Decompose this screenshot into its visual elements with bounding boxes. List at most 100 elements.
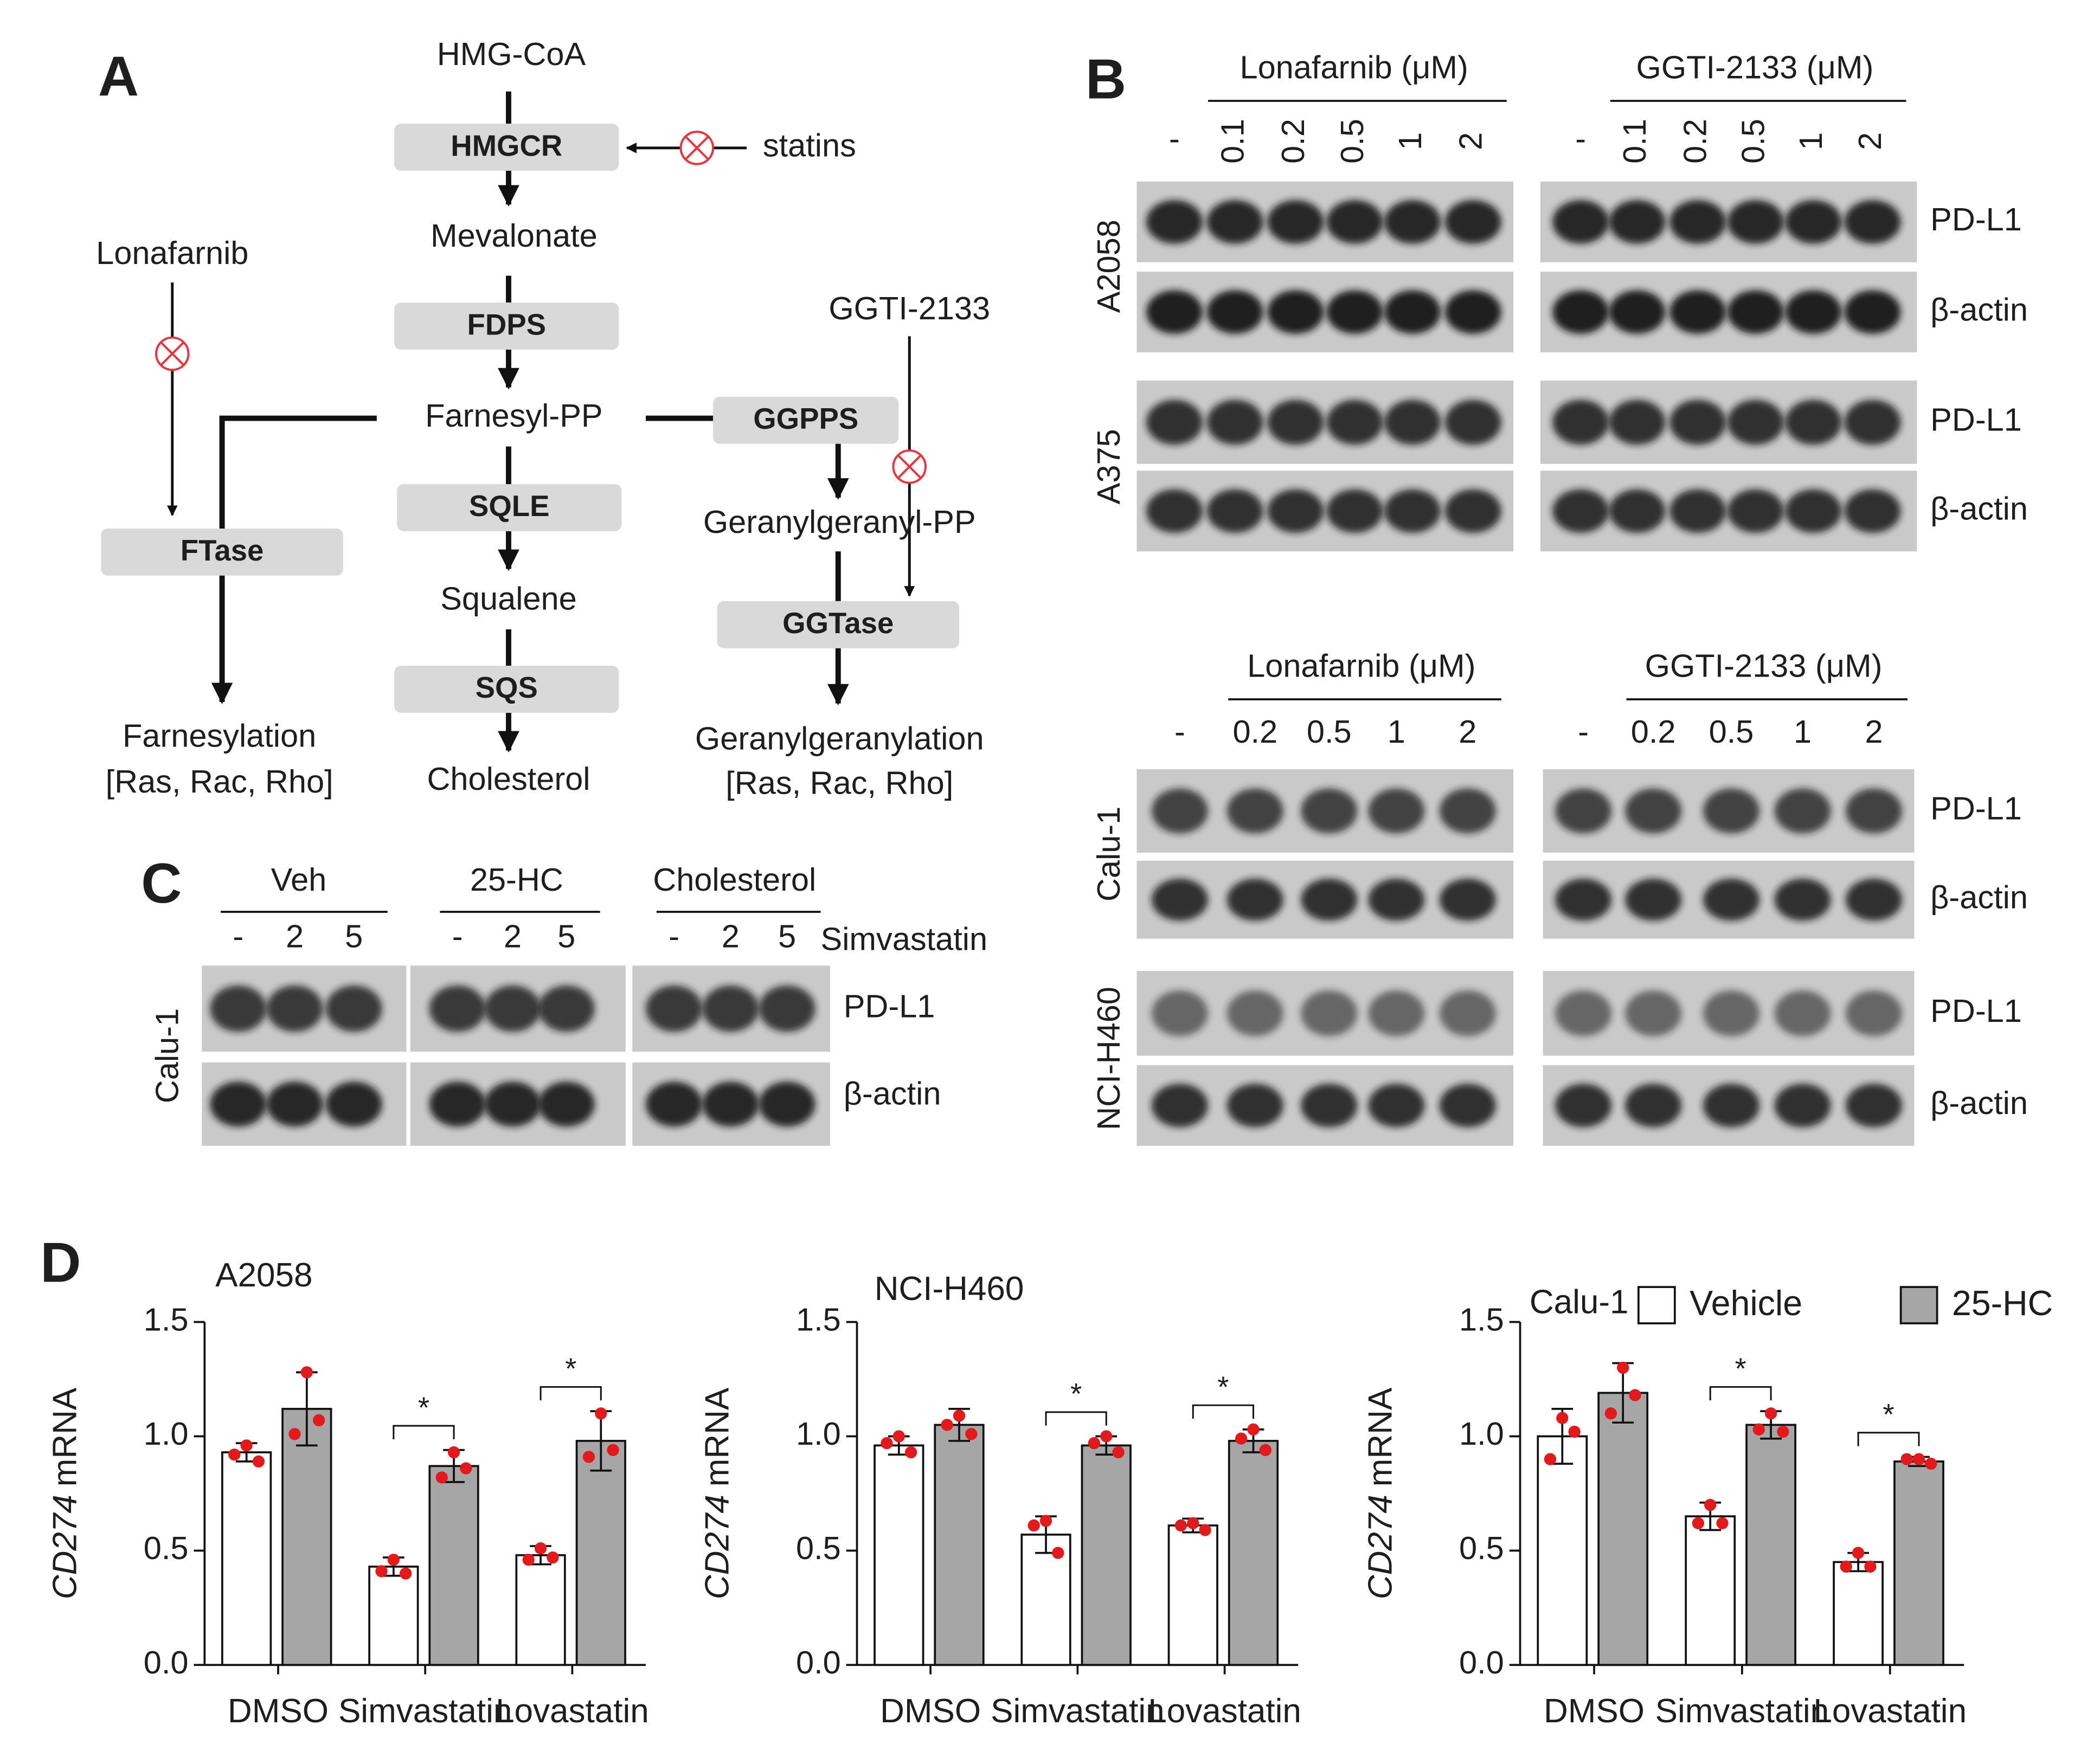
blot-band: [484, 985, 541, 1032]
lane-label: -: [233, 918, 243, 954]
treatment-label: Simvastatin: [821, 920, 988, 957]
y-tick-label: 1.5: [1459, 1301, 1504, 1337]
y-tick-label: 1.0: [144, 1415, 189, 1452]
lane-label: 0.5: [1735, 119, 1771, 164]
blot-band: [1226, 788, 1283, 834]
metabolite-label: Farnesylation: [123, 718, 316, 754]
y-axis-label-text: mRNA: [47, 1387, 84, 1486]
y-tick-label: 1.5: [796, 1301, 841, 1337]
enzyme-box: [394, 124, 619, 171]
data-point: [1259, 1444, 1271, 1456]
lane-label: 0.5: [1334, 119, 1370, 164]
blot-band: [1206, 400, 1263, 445]
y-tick-label: 0.5: [1459, 1530, 1504, 1566]
enzyme-box: [397, 484, 622, 531]
lane-label: -: [1575, 120, 1586, 157]
panel-label: B: [1086, 48, 1126, 111]
enzyme-box: [713, 396, 899, 444]
bar: [428, 1465, 479, 1666]
blot-band: [1785, 200, 1842, 244]
cell-line-label: Calu-1: [149, 1008, 185, 1103]
x-tick-label: Lovastatin: [496, 1692, 649, 1730]
blot-band: [1625, 1084, 1682, 1128]
protein-label: PD-L1: [844, 988, 935, 1024]
y-axis-label: CD274 mRNA: [1362, 1387, 1399, 1599]
blot-band: [1326, 200, 1383, 244]
blot-band: [702, 985, 759, 1032]
blot-band: [1703, 788, 1760, 834]
data-point: [1925, 1457, 1937, 1470]
lane-label: 0.2: [1275, 119, 1311, 164]
data-point: [1556, 1412, 1569, 1424]
significance-bracket: [1709, 1386, 1772, 1401]
blot-band: [1151, 788, 1208, 834]
bar: [1745, 1424, 1796, 1666]
metabolite-label: Geranylgeranylation: [695, 720, 984, 757]
blot-band: [484, 1082, 541, 1127]
blot-band: [1267, 400, 1324, 445]
y-axis-label-text: mRNA: [1362, 1387, 1399, 1486]
blot-band: [1226, 878, 1283, 921]
data-point: [1629, 1389, 1641, 1401]
blot-band: [1703, 878, 1760, 921]
blot-band: [1609, 400, 1666, 445]
blot-band: [1774, 788, 1831, 834]
enzyme-box: [394, 302, 619, 350]
data-point: [941, 1419, 953, 1431]
y-axis-label-gene: CD274: [699, 1495, 736, 1599]
data-point: [1235, 1432, 1248, 1445]
lane-label: 0.2: [1677, 119, 1713, 164]
blot-band: [1669, 200, 1726, 244]
data-point: [252, 1455, 265, 1468]
significance-label: *: [565, 1352, 576, 1385]
y-tick-label: 0.0: [144, 1644, 189, 1681]
data-point: [1704, 1498, 1717, 1511]
protein-label: PD-L1: [1930, 402, 2022, 438]
blot-band: [1785, 489, 1842, 533]
y-tick-label: 0.0: [796, 1644, 841, 1681]
blot-band: [1625, 878, 1682, 921]
protein-label: β-actin: [1930, 879, 2028, 915]
lane-label: -: [669, 918, 679, 954]
blot-band: [1625, 788, 1682, 834]
panel-label: A: [98, 45, 139, 108]
protein-label: PD-L1: [1930, 201, 2022, 237]
y-tick-label: 0.0: [1459, 1644, 1504, 1681]
lane-label: 5: [778, 918, 796, 954]
blot-band: [1384, 489, 1441, 533]
blot-band: [1368, 788, 1425, 834]
bar: [221, 1451, 272, 1666]
blot-band: [1703, 1084, 1760, 1128]
lane-label: 1: [1794, 713, 1812, 750]
data-point: [1112, 1446, 1125, 1459]
data-point: [881, 1437, 893, 1450]
bar: [281, 1408, 332, 1666]
cell-line-label: A375: [1090, 429, 1127, 504]
data-point: [312, 1414, 325, 1427]
enzyme-label: FTase: [181, 534, 264, 567]
blot-band: [1669, 290, 1726, 334]
blot-band: [1206, 200, 1263, 244]
enzyme-box: [394, 665, 619, 713]
y-axis-label: CD274 mRNA: [699, 1387, 736, 1599]
blot-band: [210, 1082, 267, 1127]
blot-band: [646, 1082, 703, 1127]
significance-bracket: [1857, 1432, 1920, 1446]
blot-band: [1301, 878, 1358, 921]
blot-band: [1384, 290, 1441, 334]
data-point: [400, 1567, 412, 1580]
blot-band: [429, 1082, 486, 1127]
metabolite-label: [Ras, Rac, Rho]: [725, 765, 953, 801]
significance-label: *: [1883, 1398, 1894, 1431]
data-point: [953, 1409, 966, 1422]
data-point: [892, 1430, 905, 1443]
cell-line-label: A2058: [1090, 220, 1127, 313]
blot-band: [1727, 400, 1784, 445]
data-point: [1716, 1517, 1729, 1529]
lane-label: 0.2: [1232, 713, 1277, 750]
blot-band: [538, 985, 595, 1032]
blot-band: [1146, 400, 1203, 445]
enzyme-label: HMGCR: [451, 129, 562, 162]
data-point: [1752, 1423, 1765, 1436]
